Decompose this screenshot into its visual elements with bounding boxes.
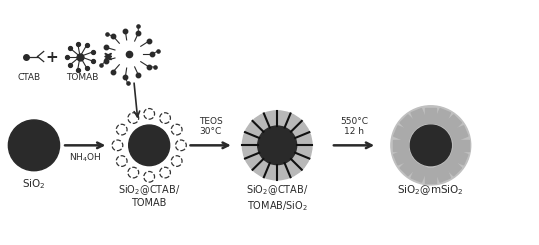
Polygon shape: [434, 164, 451, 182]
Polygon shape: [400, 115, 419, 134]
Polygon shape: [425, 168, 437, 183]
Polygon shape: [453, 140, 469, 151]
Circle shape: [243, 111, 312, 180]
Text: +: +: [45, 50, 58, 65]
Polygon shape: [450, 149, 468, 165]
Polygon shape: [411, 109, 427, 127]
Polygon shape: [425, 108, 437, 123]
Circle shape: [410, 125, 451, 166]
Circle shape: [9, 120, 60, 171]
Text: CTAB: CTAB: [17, 73, 40, 82]
Text: SiO$_2$: SiO$_2$: [22, 177, 46, 191]
Polygon shape: [393, 149, 412, 165]
Text: 550°C
12 h: 550°C 12 h: [340, 117, 368, 136]
Circle shape: [258, 126, 296, 165]
Circle shape: [391, 106, 471, 185]
Circle shape: [129, 125, 170, 166]
Polygon shape: [411, 164, 427, 182]
Polygon shape: [393, 140, 408, 151]
Polygon shape: [434, 109, 451, 127]
Text: TOMAB: TOMAB: [66, 73, 99, 82]
Text: SiO$_2$@mSiO$_2$: SiO$_2$@mSiO$_2$: [397, 183, 464, 197]
Text: SiO$_2$@CTAB/
TOMAB: SiO$_2$@CTAB/ TOMAB: [118, 183, 181, 208]
Polygon shape: [393, 126, 412, 142]
Text: TEOS
30°C: TEOS 30°C: [199, 117, 223, 136]
Polygon shape: [443, 157, 461, 176]
Text: NH$_4$OH: NH$_4$OH: [69, 151, 101, 164]
Text: SiO$_2$@CTAB/
TOMAB/SiO$_2$: SiO$_2$@CTAB/ TOMAB/SiO$_2$: [246, 183, 308, 212]
Polygon shape: [443, 115, 461, 134]
Polygon shape: [400, 157, 419, 176]
Polygon shape: [450, 126, 468, 142]
